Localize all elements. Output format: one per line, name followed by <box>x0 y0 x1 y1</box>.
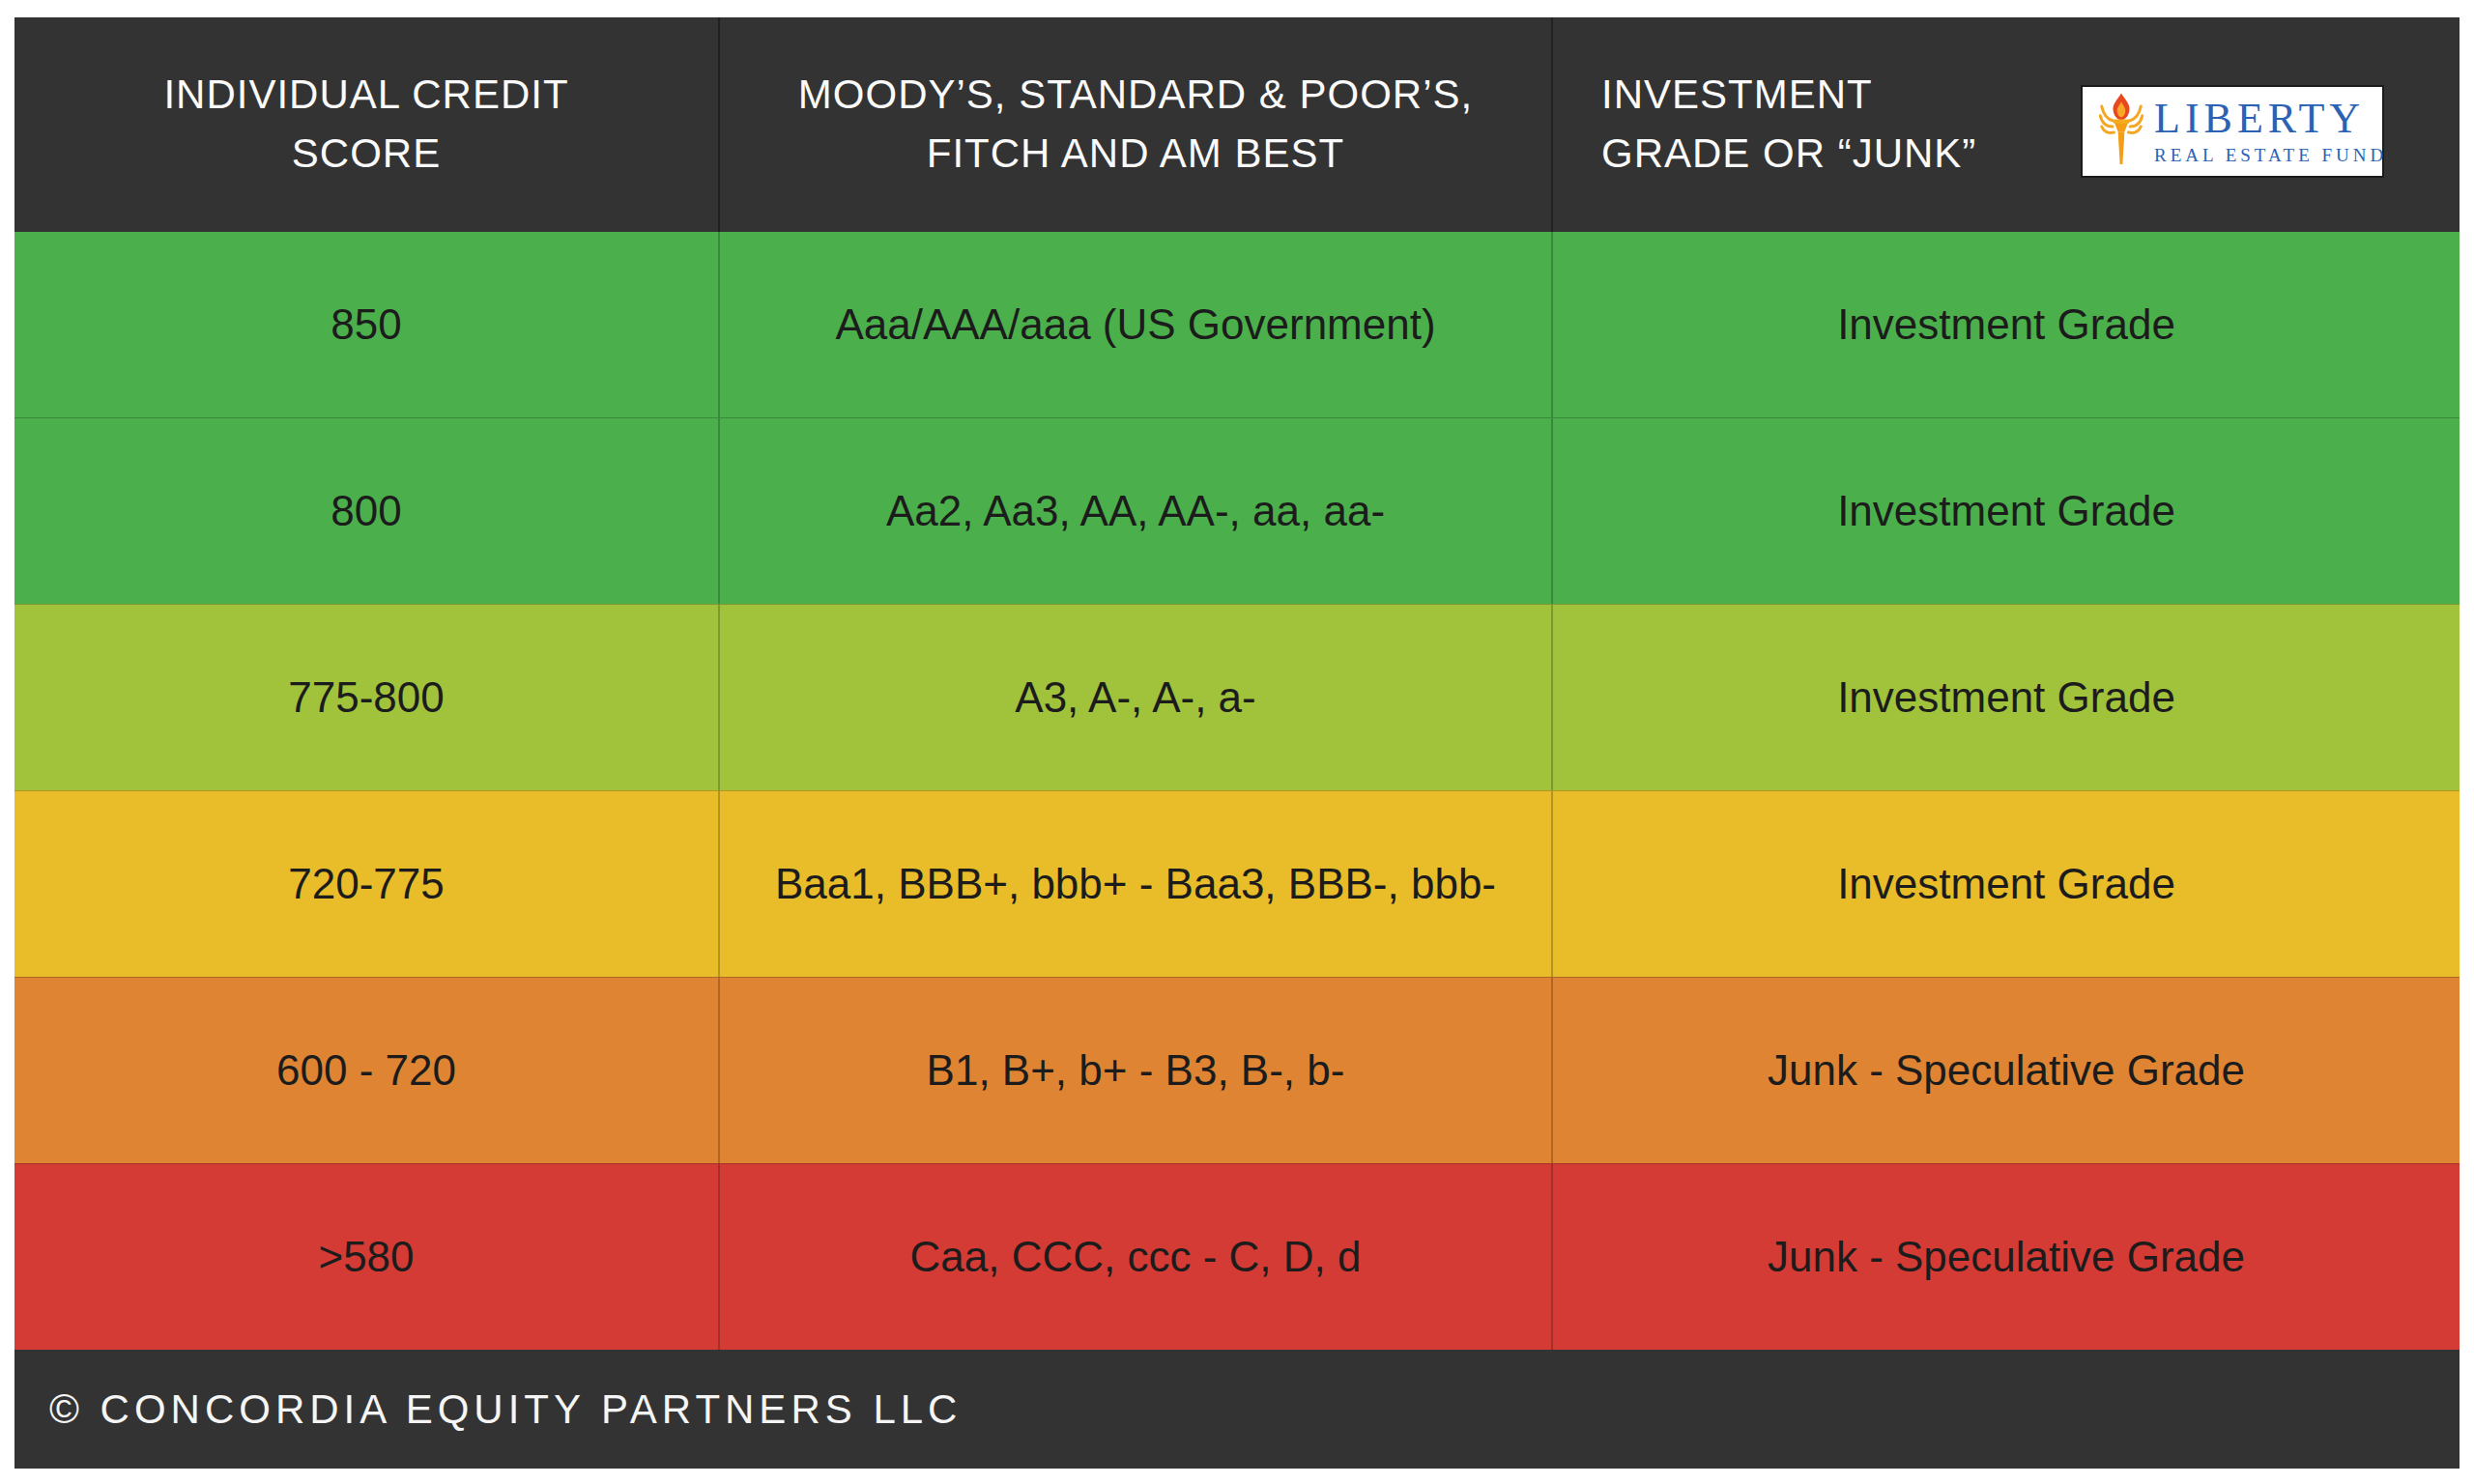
cell-agency-ratings: Aaa/AAA/aaa (US Government) <box>718 232 1551 417</box>
table-row: 800Aa2, Aa3, AA, AA-, aa, aa-Investment … <box>14 417 2460 604</box>
liberty-logo: LIBERTY REAL ESTATE FUND <box>2081 85 2384 178</box>
table-footer: © CONCORDIA EQUITY PARTNERS LLC <box>14 1350 2460 1469</box>
page: INDIVIDUAL CREDIT SCORE MOODY’S, STANDAR… <box>0 0 2474 1484</box>
table-row: 850Aaa/AAA/aaa (US Government)Investment… <box>14 232 2460 417</box>
logo-wordmark: LIBERTY REAL ESTATE FUND <box>2154 98 2387 166</box>
cell-grade: Investment Grade <box>1551 232 2460 417</box>
cell-agency-ratings: Baa1, BBB+, bbb+ - Baa3, BBB-, bbb- <box>718 791 1551 977</box>
cell-grade: Junk - Speculative Grade <box>1551 1164 2460 1350</box>
cell-agency-ratings: Aa2, Aa3, AA, AA-, aa, aa- <box>718 418 1551 604</box>
logo-subtitle: REAL ESTATE FUND <box>2154 145 2387 166</box>
cell-grade: Investment Grade <box>1551 791 2460 977</box>
table-row: 600 - 720B1, B+, b+ - B3, B-, b-Junk - S… <box>14 977 2460 1163</box>
cell-credit-score: 800 <box>14 418 718 604</box>
table-row: >580Caa, CCC, ccc - C, D, dJunk - Specul… <box>14 1163 2460 1350</box>
header-cell-credit-score: INDIVIDUAL CREDIT SCORE <box>14 17 718 232</box>
cell-credit-score: >580 <box>14 1164 718 1350</box>
table-header-row: INDIVIDUAL CREDIT SCORE MOODY’S, STANDAR… <box>14 17 2460 232</box>
cell-grade: Junk - Speculative Grade <box>1551 978 2460 1163</box>
torch-icon <box>2098 91 2144 172</box>
cell-agency-ratings: Caa, CCC, ccc - C, D, d <box>718 1164 1551 1350</box>
header-cell-agencies: MOODY’S, STANDARD & POOR’S, FITCH AND AM… <box>718 17 1551 232</box>
cell-agency-ratings: B1, B+, b+ - B3, B-, b- <box>718 978 1551 1163</box>
table-row: 775-800A3, A-, A-, a-Investment Grade <box>14 604 2460 790</box>
table-body: 850Aaa/AAA/aaa (US Government)Investment… <box>14 232 2460 1350</box>
credit-rating-table: INDIVIDUAL CREDIT SCORE MOODY’S, STANDAR… <box>14 17 2460 1469</box>
cell-credit-score: 600 - 720 <box>14 978 718 1163</box>
cell-credit-score: 850 <box>14 232 718 417</box>
cell-agency-ratings: A3, A-, A-, a- <box>718 605 1551 790</box>
cell-credit-score: 720-775 <box>14 791 718 977</box>
copyright-text: © CONCORDIA EQUITY PARTNERS LLC <box>49 1386 962 1433</box>
table-row: 720-775Baa1, BBB+, bbb+ - Baa3, BBB-, bb… <box>14 790 2460 977</box>
cell-credit-score: 775-800 <box>14 605 718 790</box>
logo-name: LIBERTY <box>2154 98 2387 140</box>
cell-grade: Investment Grade <box>1551 418 2460 604</box>
cell-grade: Investment Grade <box>1551 605 2460 790</box>
